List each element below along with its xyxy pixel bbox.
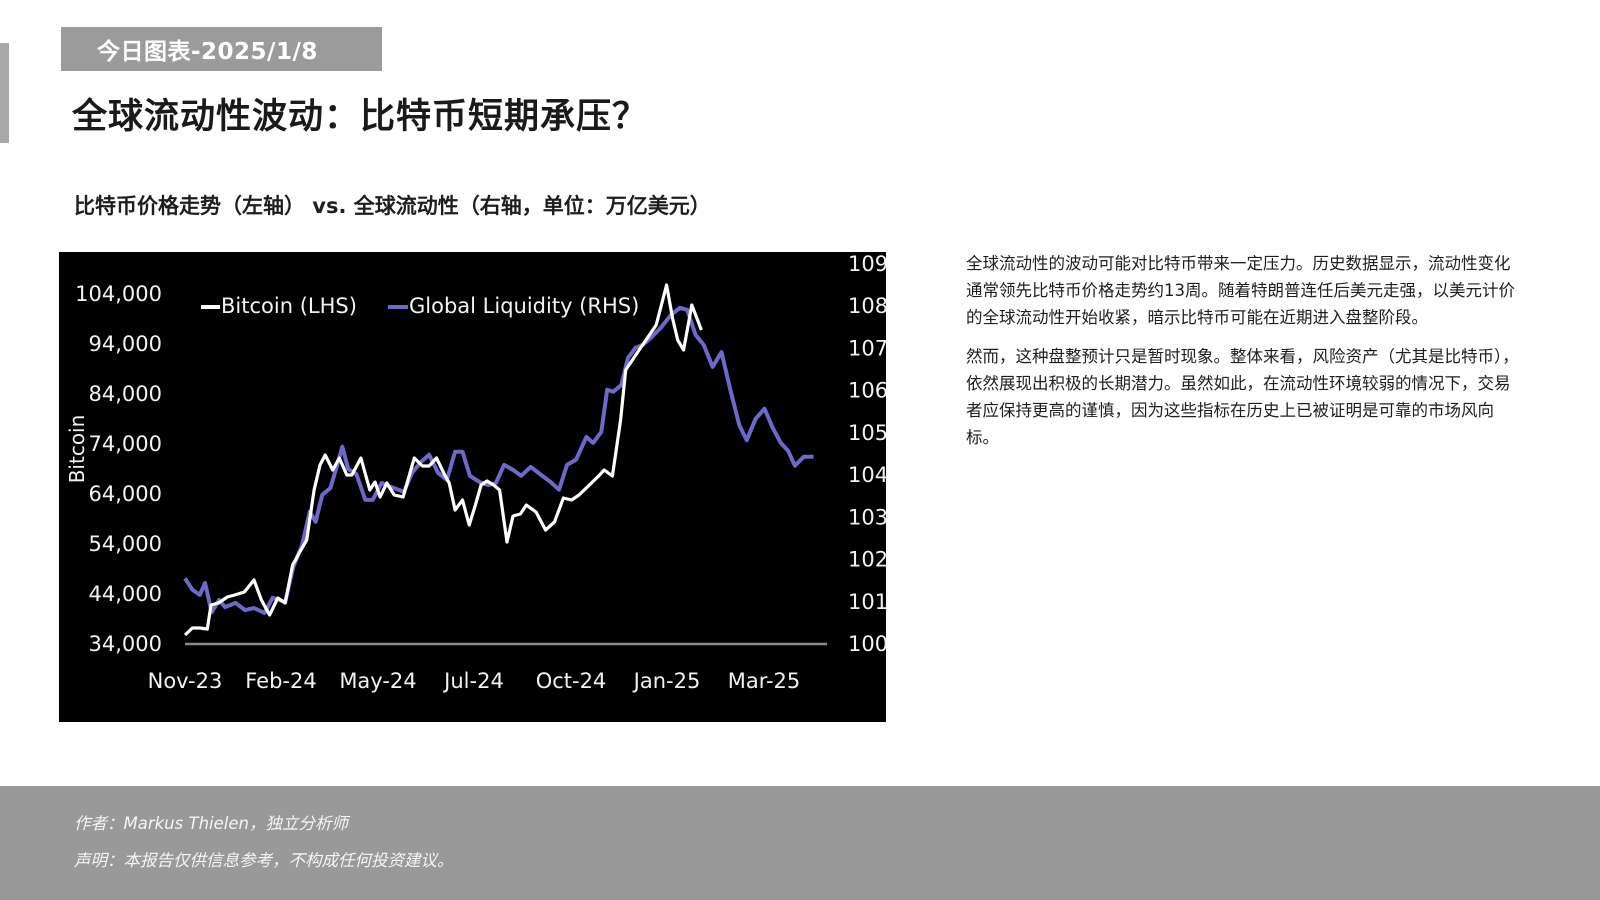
right-tick-label: 105 <box>848 421 886 445</box>
right-axis-ticks: 100 101 102 103 104 105 106 107 108 109 <box>848 252 886 656</box>
global-liquidity-series <box>183 305 814 615</box>
left-tick-label: 34,000 <box>89 632 162 656</box>
left-tick-label: 104,000 <box>75 282 162 306</box>
left-tick-label: 74,000 <box>89 432 162 456</box>
footer-author: 作者：Markus Thielen，独立分析师 <box>74 814 348 833</box>
right-tick-label: 100 <box>848 632 886 656</box>
right-tick-label: 101 <box>848 590 886 614</box>
x-tick-label: Feb-24 <box>245 669 316 693</box>
right-tick-label: 109 <box>848 252 886 276</box>
left-tick-label: 94,000 <box>89 332 162 356</box>
x-tick-label: Mar-25 <box>728 669 801 693</box>
chart-subtitle: 比特币价格走势（左轴） vs. 全球流动性（右轴，单位：万亿美元） <box>74 194 711 218</box>
x-tick-label: Jul-24 <box>442 669 504 693</box>
x-tick-label: May-24 <box>339 669 416 693</box>
left-axis-ticks: 34,000 44,000 54,000 64,000 74,000 84,000 94,0… <box>75 282 162 656</box>
legend-bitcoin-label: Bitcoin (LHS) <box>221 294 357 318</box>
commentary-paragraph-1: 全球流动性的波动可能对比特币带来一定压力。历史数据显示，流动性变化通常领先比特币… <box>966 254 1515 327</box>
right-tick-label: 102 <box>848 548 886 572</box>
x-tick-label: Jan-25 <box>632 669 701 693</box>
left-axis-label: Bitcoin <box>65 415 89 484</box>
right-tick-label: 107 <box>848 336 886 360</box>
bitcoin-series <box>183 283 703 637</box>
right-tick-label: 104 <box>848 463 886 487</box>
date-tag-label: 今日图表-2025/1/8 <box>97 39 318 65</box>
left-tick-label: 84,000 <box>89 382 162 406</box>
footer: 作者：Markus Thielen，独立分析师 声明：本报告仅供信息参考，不构成… <box>0 786 1600 900</box>
right-tick-label: 108 <box>848 294 886 318</box>
right-tick-label: 103 <box>848 505 886 529</box>
left-tick-label: 64,000 <box>89 482 162 506</box>
line-chart: 34,000 44,000 54,000 64,000 74,000 84,000 94,0… <box>65 252 886 693</box>
x-axis-ticks: Nov-23 Feb-24 May-24 Jul-24 Oct-24 Jan-25 Mar-… <box>148 669 801 693</box>
page-title: 全球流动性波动：比特币短期承压？ <box>72 97 649 137</box>
side-accent-bar <box>0 43 9 143</box>
x-tick-label: Nov-23 <box>148 669 223 693</box>
legend: Bitcoin (LHS) Global Liquidity (RHS) <box>201 294 639 318</box>
chart-container: 34,000 44,000 54,000 64,000 74,000 84,000 94,0… <box>59 252 886 722</box>
date-tag: 今日图表-2025/1/8 <box>61 27 382 71</box>
footer-disclaimer: 声明：本报告仅供信息参考，不构成任何投资建议。 <box>74 851 454 870</box>
left-tick-label: 44,000 <box>89 582 162 606</box>
commentary: 全球流动性的波动可能对比特币带来一定压力。历史数据显示，流动性变化通常领先比特币… <box>966 250 1526 463</box>
right-tick-label: 106 <box>848 379 886 403</box>
x-tick-label: Oct-24 <box>536 669 607 693</box>
legend-liquidity-label: Global Liquidity (RHS) <box>409 294 639 318</box>
commentary-paragraph-2: 然而，这种盘整预计只是暂时现象。整体来看，风险资产（尤其是比特币），依然展现出积… <box>966 347 1519 447</box>
left-tick-label: 54,000 <box>89 532 162 556</box>
